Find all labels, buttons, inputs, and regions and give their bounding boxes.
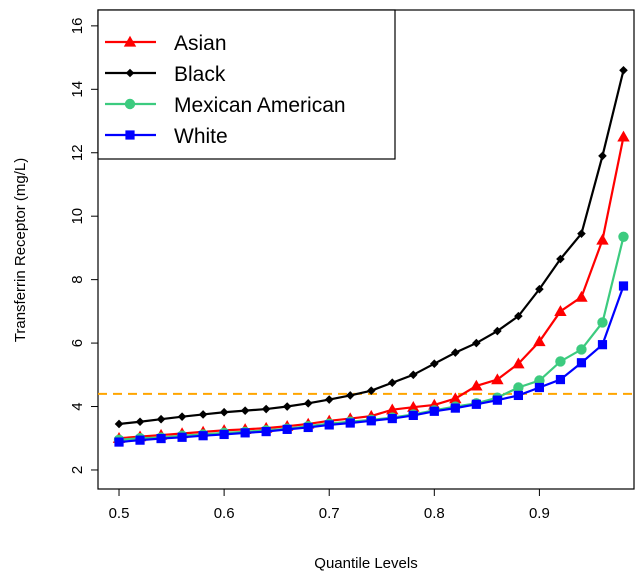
- data-point-black: [177, 412, 187, 421]
- data-point-white: [135, 435, 145, 445]
- y-tick-label: 14: [69, 81, 86, 98]
- legend-box: [97, 9, 396, 160]
- y-tick-label: 16: [69, 18, 86, 35]
- legend-marker-asian: [123, 35, 137, 47]
- legend-marker-mexican-american: [124, 98, 136, 110]
- data-point-white: [219, 429, 229, 440]
- data-point-black: [240, 406, 250, 415]
- data-point-black: [493, 326, 502, 336]
- data-point-black: [261, 404, 271, 414]
- y-tick-label: 2: [69, 466, 86, 474]
- y-tick-label: 8: [69, 275, 86, 283]
- x-tick-label: 0.7: [319, 505, 340, 522]
- y-tick-label: 10: [69, 208, 86, 225]
- data-point-black: [598, 151, 607, 161]
- data-point-black: [114, 419, 124, 429]
- data-point-black: [324, 395, 334, 404]
- data-point-mexican-american: [555, 356, 566, 367]
- legend-label-black: Black: [174, 63, 226, 86]
- data-point-black: [556, 254, 565, 264]
- data-point-white: [555, 374, 566, 385]
- data-point-white: [156, 433, 166, 444]
- data-point-white: [471, 399, 481, 409]
- data-point-mexican-american: [576, 344, 587, 355]
- data-point-asian: [554, 305, 567, 317]
- legend-label-mexican-american: Mexican American: [174, 94, 346, 117]
- data-point-asian: [449, 392, 462, 404]
- data-point-black: [387, 378, 397, 388]
- data-point-black: [282, 402, 292, 411]
- data-point-white: [618, 281, 629, 291]
- legend: Asian Black Mexican American White: [97, 9, 396, 160]
- data-point-mexican-american: [618, 231, 629, 243]
- data-point-white: [177, 432, 187, 442]
- x-tick-label: 0.9: [529, 505, 550, 522]
- data-point-black: [303, 399, 313, 408]
- data-point-black: [619, 65, 628, 75]
- data-point-black: [198, 410, 208, 419]
- data-point-white: [513, 390, 523, 401]
- series-asian: [112, 130, 630, 443]
- data-point-black: [366, 386, 376, 395]
- data-point-black: [451, 348, 460, 357]
- data-point-white: [534, 382, 545, 393]
- y-tick-label: 6: [69, 339, 86, 347]
- legend-label-white: White: [174, 125, 228, 148]
- data-point-white: [303, 422, 313, 433]
- data-point-asian: [407, 400, 420, 412]
- data-point-asian: [386, 403, 399, 415]
- data-point-white: [114, 437, 124, 447]
- data-point-black: [472, 338, 481, 348]
- data-point-white: [408, 410, 418, 421]
- x-tick-label: 0.5: [109, 505, 130, 522]
- data-point-white: [366, 416, 376, 426]
- data-point-white: [576, 358, 587, 368]
- y-axis-title: Transferrin Receptor (mg/L): [12, 158, 29, 343]
- data-point-black: [219, 407, 229, 417]
- series-line-mexican-american: [118, 236, 625, 441]
- data-point-black: [514, 311, 523, 321]
- data-point-asian: [617, 130, 630, 142]
- legend-label-asian: Asian: [174, 32, 227, 55]
- data-point-mexican-american: [597, 317, 608, 328]
- data-point-white: [240, 428, 250, 438]
- data-point-white: [324, 420, 334, 430]
- data-point-white: [198, 431, 208, 441]
- y-tick-label: 4: [69, 402, 86, 410]
- data-point-white: [345, 418, 355, 428]
- data-point-black: [345, 391, 355, 400]
- data-point-black: [156, 414, 166, 424]
- data-point-asian: [533, 335, 546, 347]
- data-point-black: [577, 229, 586, 238]
- legend-marker-white: [125, 130, 135, 140]
- data-point-white: [450, 403, 460, 413]
- series-white: [114, 281, 629, 447]
- data-point-white: [492, 395, 502, 405]
- data-point-black: [135, 417, 145, 427]
- y-tick-label: 12: [69, 144, 86, 161]
- data-point-asian: [512, 357, 525, 369]
- series-black: [114, 65, 628, 429]
- data-point-white: [597, 340, 608, 350]
- data-point-asian: [596, 233, 609, 245]
- data-point-asian: [470, 379, 483, 391]
- data-point-white: [429, 406, 439, 416]
- x-tick-label: 0.8: [424, 505, 445, 522]
- legend-marker-black: [125, 68, 135, 78]
- data-point-black: [430, 359, 439, 368]
- data-point-white: [282, 424, 292, 434]
- data-point-black: [535, 284, 544, 294]
- data-point-asian: [575, 290, 588, 302]
- data-point-asian: [491, 373, 504, 385]
- data-point-white: [387, 413, 397, 424]
- x-tick-label: 0.6: [214, 505, 235, 522]
- data-point-black: [408, 370, 418, 380]
- x-axis-title: Quantile Levels: [314, 555, 417, 572]
- data-point-mexican-american: [513, 382, 524, 393]
- data-point-white: [261, 426, 271, 437]
